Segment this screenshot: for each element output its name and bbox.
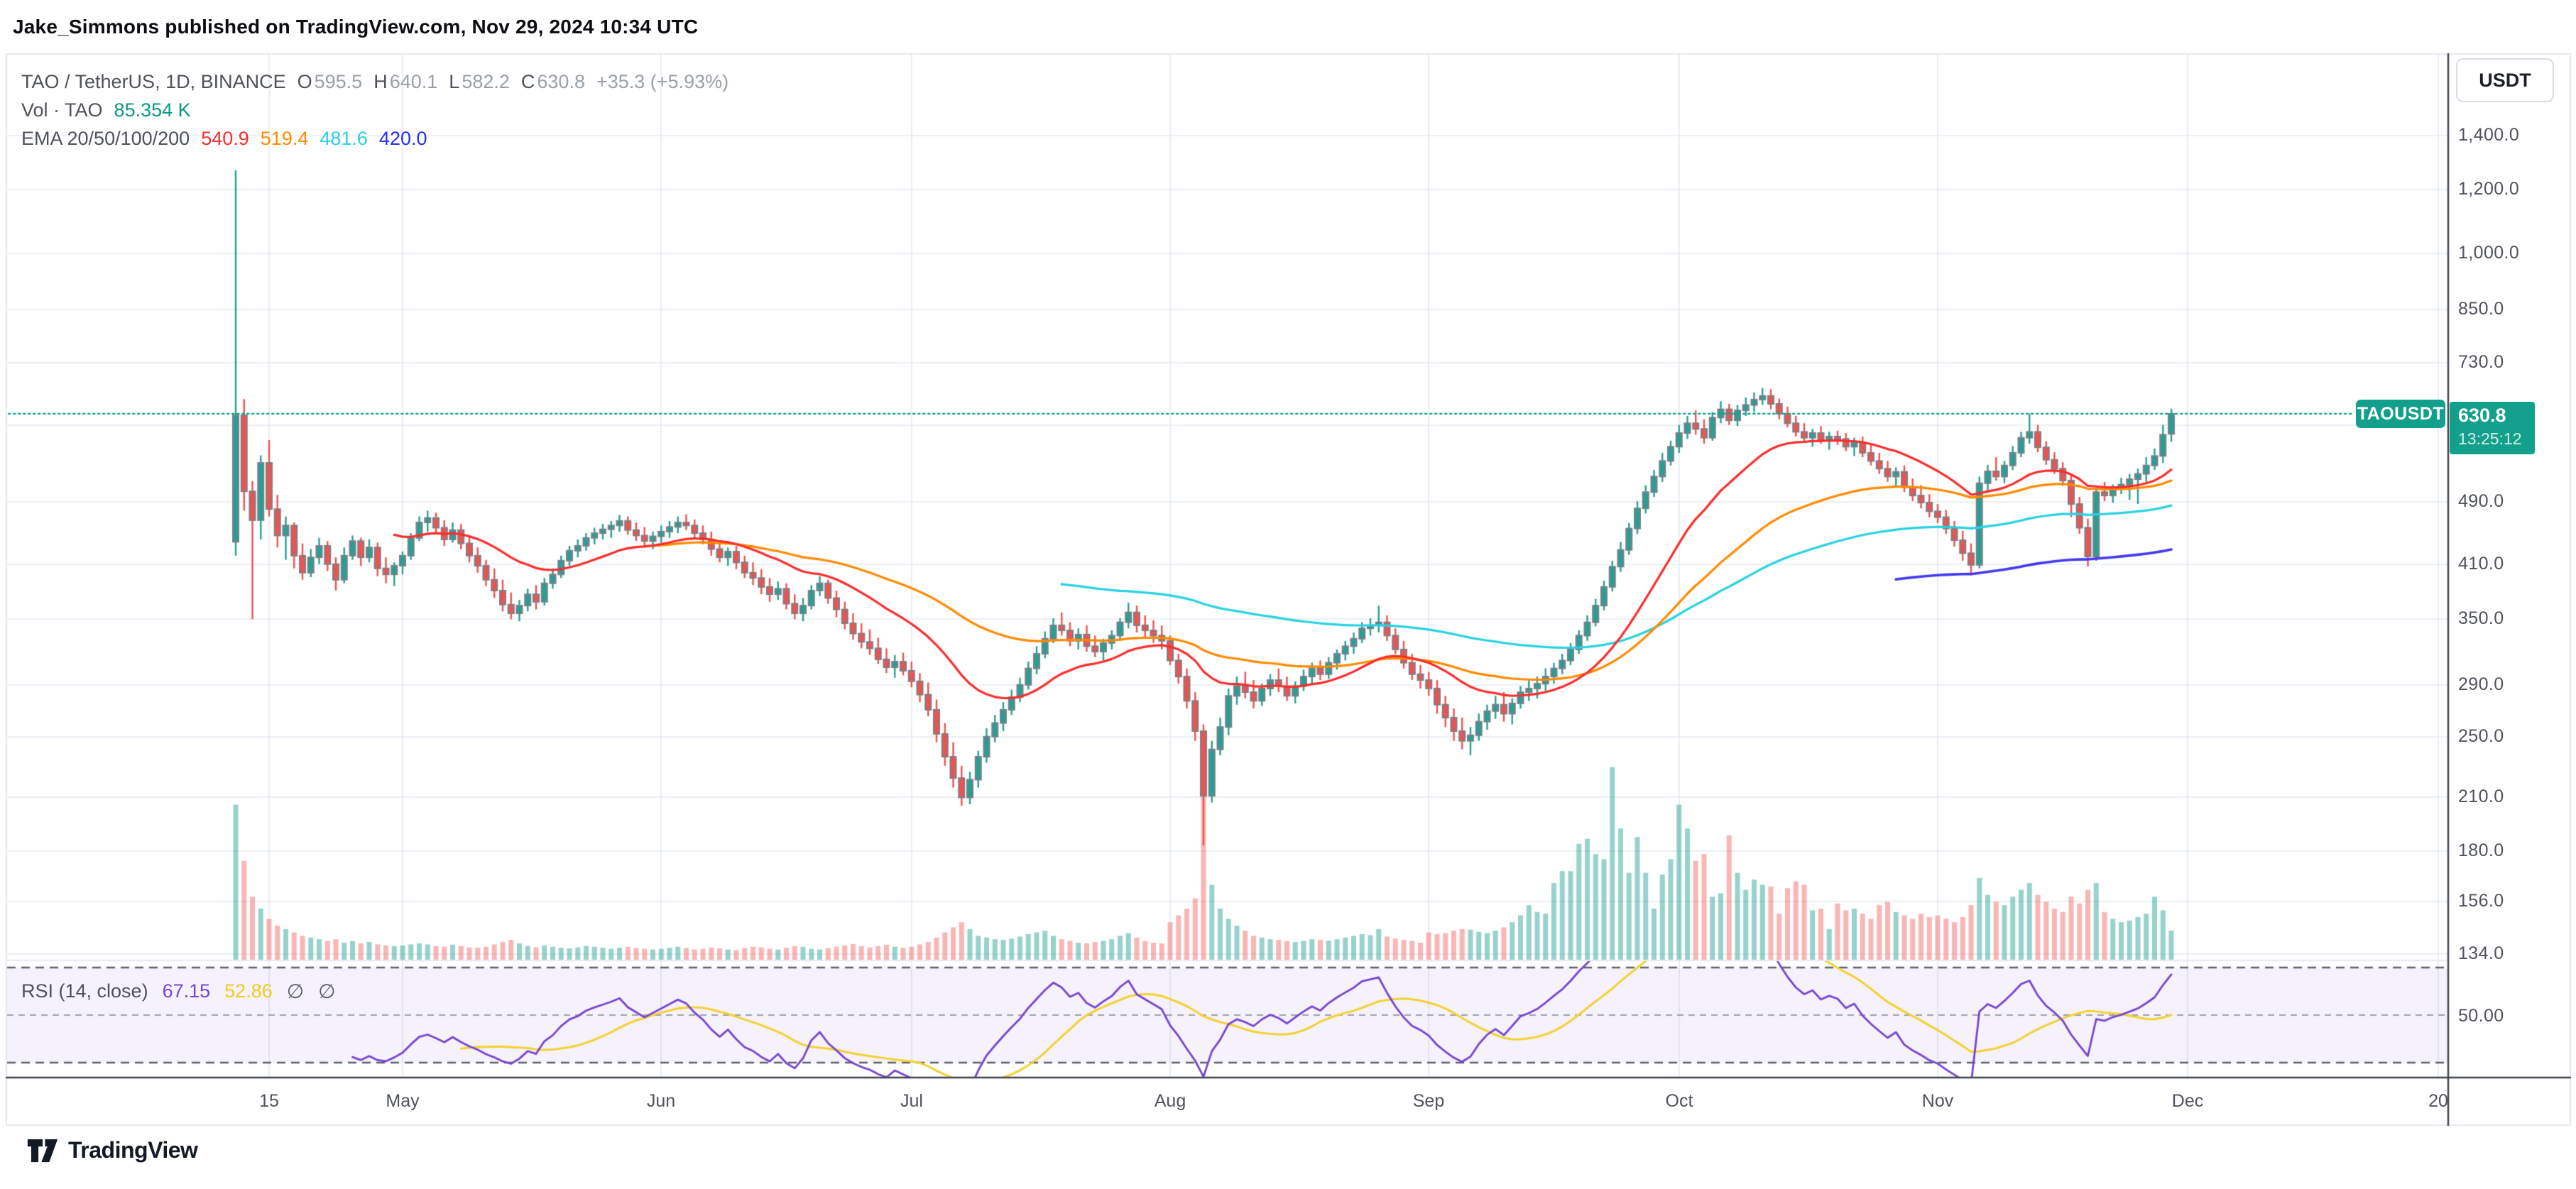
legend-symbol-row[interactable]: TAO / TetherUS, 1D, BINANCE O 595.5 H 640.… bbox=[21, 67, 728, 96]
price-axis-label: 350.0 bbox=[2458, 608, 2504, 629]
price-axis-label: 1,400.0 bbox=[2458, 125, 2520, 146]
last-price-label: 630.8 13:25:12 bbox=[2450, 402, 2535, 454]
legend-ema-row[interactable]: EMA 20/50/100/200 540.9 519.4 481.6 420.… bbox=[21, 124, 728, 153]
volume-value: 85.354 K bbox=[114, 99, 191, 121]
time-axis-label: Jul bbox=[900, 1091, 923, 1111]
price-axis-label: 180.0 bbox=[2458, 840, 2504, 861]
time-axis-label: Nov bbox=[1921, 1091, 1954, 1111]
price-axis-label: 156.0 bbox=[2458, 890, 2504, 911]
legend-main: TAO / TetherUS, 1D, BINANCE O 595.5 H 640.… bbox=[21, 67, 728, 153]
ema-label: EMA 20/50/100/200 bbox=[21, 127, 190, 149]
time-axis-label: Aug bbox=[1154, 1091, 1186, 1111]
rsi-ma-value: 52.86 bbox=[224, 980, 273, 1002]
legend-rsi-row[interactable]: RSI (14, close) 67.15 52.86 ∅ ∅ bbox=[21, 980, 336, 1003]
time-axis-label: Jun bbox=[646, 1091, 676, 1111]
time-axis-label: 20 bbox=[2428, 1091, 2448, 1111]
price-axis-label: 730.0 bbox=[2458, 352, 2504, 373]
price-axis-label: 290.0 bbox=[2458, 674, 2504, 694]
legend-volume-row[interactable]: Vol · TAO 85.354 K bbox=[21, 96, 728, 124]
bar-countdown: 13:25:12 bbox=[2458, 429, 2522, 448]
last-price-symbol-tag: TAOUSDT bbox=[2356, 400, 2445, 428]
price-axis-label: 250.0 bbox=[2458, 725, 2504, 746]
time-axis-label: Dec bbox=[2171, 1091, 2204, 1111]
time-axis-label: Sep bbox=[1412, 1091, 1445, 1111]
price-axis-label: 410.0 bbox=[2458, 553, 2504, 574]
time-axis-label: Oct bbox=[1665, 1091, 1693, 1111]
ema20-value: 540.9 bbox=[201, 127, 249, 149]
currency-toggle-button[interactable]: USDT bbox=[2456, 58, 2554, 102]
time-axis-label: May bbox=[386, 1091, 420, 1111]
ema200-value: 420.0 bbox=[378, 127, 427, 149]
tradingview-wordmark[interactable]: TradingView bbox=[68, 1137, 198, 1163]
price-axis-label: 134.0 bbox=[2458, 943, 2504, 964]
attribution-text: Jake_Simmons published on TradingView.co… bbox=[13, 16, 699, 38]
rsi-lower-band-empty-icon: ∅ bbox=[318, 980, 336, 1002]
footer-brand: TradingView bbox=[27, 1137, 198, 1163]
price-axis-label: 1,200.0 bbox=[2458, 178, 2520, 199]
time-axis-label: 15 bbox=[259, 1091, 279, 1111]
price-axis-label: 490.0 bbox=[2458, 491, 2504, 512]
ema50-value: 519.4 bbox=[260, 127, 309, 149]
price-axis-label: 210.0 bbox=[2458, 787, 2504, 807]
ohlc-high: H 640.1 bbox=[373, 70, 438, 92]
volume-label: Vol · TAO bbox=[21, 99, 103, 121]
rsi-level-label: 50.00 bbox=[2458, 1006, 2504, 1026]
price-axis-label: 850.0 bbox=[2458, 299, 2504, 319]
ohlc-close: C 630.8 bbox=[520, 70, 585, 92]
change-value: +35.3 (+5.93%) bbox=[596, 70, 729, 92]
ema100-value: 481.6 bbox=[320, 127, 368, 149]
rsi-label: RSI (14, close) bbox=[21, 980, 148, 1002]
rsi-value: 67.15 bbox=[162, 980, 211, 1002]
tradingview-logo-icon[interactable] bbox=[27, 1139, 58, 1163]
ohlc-low: L 582.2 bbox=[449, 70, 510, 92]
price-axis-label: 1,000.0 bbox=[2458, 242, 2520, 263]
last-price-value: 630.8 bbox=[2458, 405, 2506, 426]
symbol-title: TAO / TetherUS, 1D, BINANCE bbox=[21, 70, 286, 92]
rsi-upper-band-empty-icon: ∅ bbox=[286, 980, 305, 1002]
ohlc-open: O 595.5 bbox=[297, 70, 363, 92]
